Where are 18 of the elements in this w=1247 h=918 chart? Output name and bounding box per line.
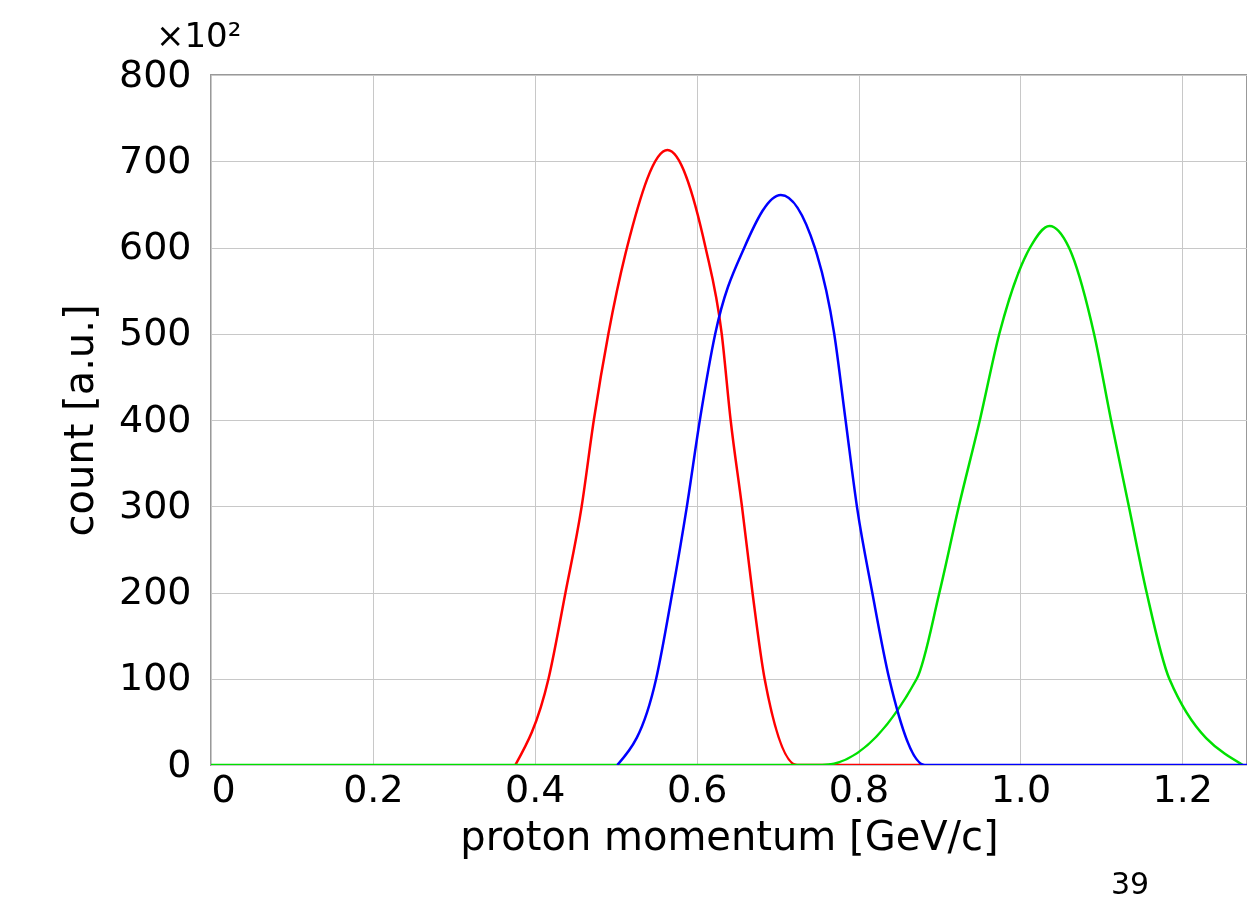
y-tick-label: 400	[118, 396, 192, 441]
y-tick-label: 100	[118, 655, 192, 700]
x-tick-label: 0.4	[505, 766, 566, 811]
y-tick-label: 200	[118, 569, 192, 613]
x-tick-label: 0	[211, 766, 236, 811]
line-series	[616, 193, 1247, 765]
y-tick-label: 700	[118, 137, 192, 182]
x-tick-label: 1.0	[990, 766, 1052, 811]
y-tick-label: 300	[118, 482, 192, 527]
x-tick-label: 0.6	[666, 766, 728, 811]
text: 39	[1111, 866, 1150, 901]
x-tick-label: 0.8	[828, 766, 890, 811]
y-tick-label: 500	[118, 310, 192, 355]
x-tick-label: 0.2	[343, 766, 404, 811]
y-tick-label: 600	[118, 224, 192, 268]
x-tick-label: 1.2	[1152, 766, 1213, 811]
x-axis-title: proton momentum [GeV/c]	[460, 812, 999, 859]
y-axis-title: count [a.u.]	[55, 304, 102, 537]
